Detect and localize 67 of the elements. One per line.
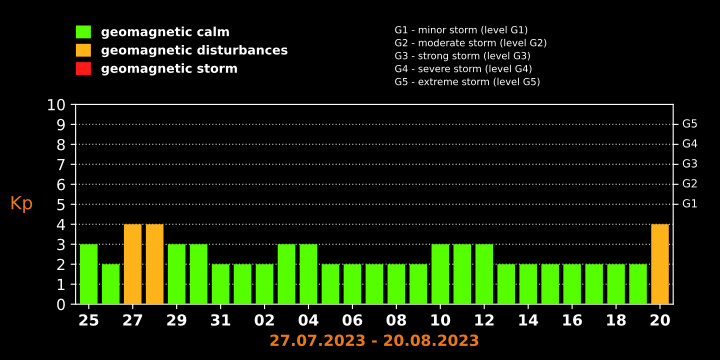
y-axis-title: Kp [12, 196, 32, 214]
bar [124, 224, 142, 304]
y-tick-label: 7 [57, 159, 65, 170]
bar [256, 264, 274, 304]
bar [366, 264, 384, 304]
bar [146, 224, 164, 304]
bar [190, 244, 208, 304]
bar [212, 264, 230, 304]
bar [541, 264, 559, 304]
bar [453, 244, 472, 304]
y-tick-label: 4 [56, 218, 66, 230]
x-tick-label: 06 [342, 314, 362, 326]
bar [629, 264, 647, 304]
y-tick-label: 9 [57, 118, 65, 130]
bar [563, 264, 581, 304]
x-tick-label: 25 [79, 314, 98, 326]
text: G1 [682, 199, 697, 208]
bar [410, 264, 428, 304]
text: G5 - extreme storm (level G5) [395, 78, 540, 86]
x-tick-label: 14 [519, 314, 538, 326]
bar [585, 264, 603, 304]
bar [234, 264, 252, 304]
text: G1 - minor storm (level G1) [395, 26, 528, 35]
text: G4 [682, 139, 698, 148]
bar [651, 224, 669, 304]
bar [102, 264, 120, 304]
x-tick-label: 29 [167, 314, 186, 326]
x-tick-label: 10 [431, 314, 450, 326]
x-tick-label: 02 [254, 314, 274, 326]
text: G2 - moderate storm (level G2) [395, 38, 546, 48]
text: G5 [682, 119, 697, 128]
bar [607, 264, 625, 304]
bar [388, 264, 406, 304]
legend-label: geomagnetic calm [101, 26, 229, 39]
y-tick-label: 0 [57, 298, 65, 310]
y-tick-label: 5 [57, 198, 65, 210]
y-tick-label: 2 [57, 258, 64, 270]
text: G2 [682, 179, 697, 188]
legend-label: geomagnetic disturbances [101, 44, 288, 58]
legend-label: geomagnetic storm [101, 63, 237, 76]
x-tick-label: 04 [298, 314, 318, 326]
x-tick-label: 08 [386, 314, 406, 326]
bar [519, 264, 537, 304]
bar [322, 264, 340, 304]
text: G3 [682, 159, 697, 168]
x-tick-label: 16 [563, 314, 582, 326]
text: G4 - severe storm (level G4) [395, 64, 532, 74]
y-tick-label: 6 [57, 178, 65, 190]
bar [278, 244, 296, 304]
x-tick-label: 18 [607, 314, 626, 326]
x-tick-label: 20 [650, 314, 670, 326]
x-tick-label: 12 [475, 314, 494, 326]
bar [168, 244, 186, 304]
bar [432, 244, 450, 304]
x-axis-title: 27.07.2023 - 20.08.2023 [270, 334, 478, 346]
y-tick-label: 10 [48, 98, 65, 110]
y-tick-label: 3 [57, 238, 65, 250]
x-tick-label: 31 [211, 314, 230, 326]
y-tick-label: 8 [57, 138, 65, 150]
bar [300, 244, 318, 304]
bar [497, 264, 516, 304]
y-tick-label: 1 [58, 278, 64, 290]
bar [80, 244, 98, 304]
text: G3 - strong storm (level G3) [395, 52, 530, 62]
x-tick-label: 27 [123, 314, 142, 326]
bar [344, 264, 362, 304]
bar [475, 244, 494, 304]
